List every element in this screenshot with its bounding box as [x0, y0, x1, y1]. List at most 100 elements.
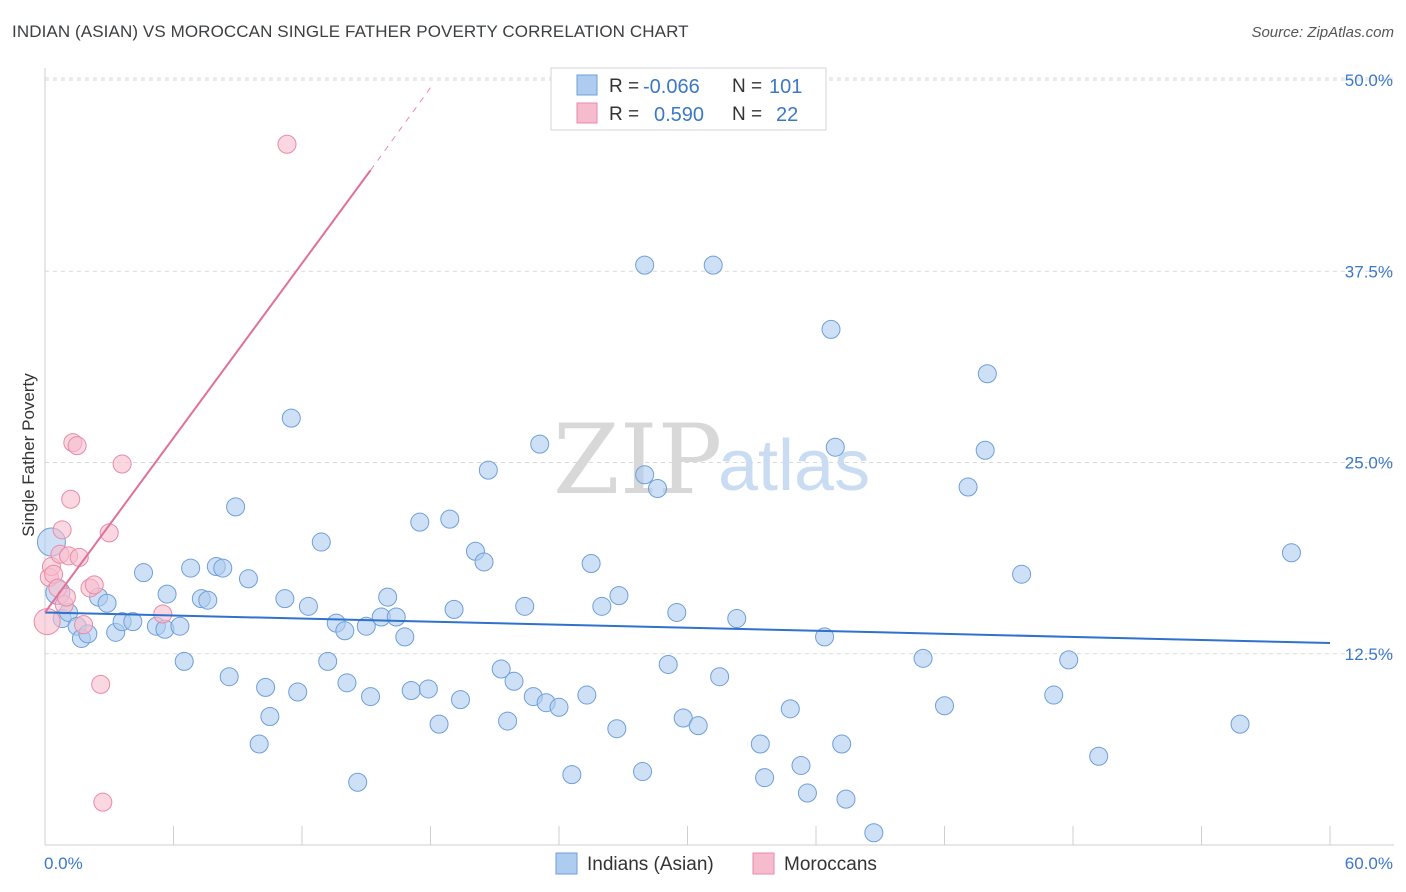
legend-swatch-moroccans — [576, 102, 598, 124]
legend-n-value-1: 101 — [769, 76, 802, 98]
indians-point — [633, 762, 653, 782]
indians-point — [577, 685, 597, 705]
indians-point — [864, 823, 884, 843]
indians-trend-line — [44, 611, 1331, 645]
chart-title: INDIAN (ASIAN) VS MOROCCAN SINGLE FATHER… — [12, 22, 689, 41]
indians-point — [249, 734, 269, 754]
legend-n-label-2: N = — [732, 104, 762, 125]
indians-point — [256, 677, 276, 697]
moroccans-trend-line — [44, 169, 372, 614]
x-tick-label: 0.0% — [44, 854, 83, 873]
indians-point — [318, 651, 338, 671]
indians-point — [450, 690, 470, 710]
indians-point — [174, 651, 194, 671]
moroccans-point — [52, 520, 72, 540]
watermark: ZIP atlas — [553, 404, 870, 516]
indians-point — [832, 734, 852, 754]
indians-point — [1044, 685, 1064, 705]
legend: R = -0.066 N = 101 R = 0.590 N = 22 — [550, 67, 827, 131]
indians-point — [703, 255, 723, 275]
indians-point — [1281, 543, 1301, 563]
indians-point — [791, 755, 811, 775]
indians-point — [478, 460, 498, 480]
y-tick-label: 12.5% — [1345, 645, 1393, 664]
indians-point — [238, 569, 258, 589]
legend-swatch-indians — [576, 74, 598, 96]
indians-point — [288, 682, 308, 702]
bottom-legend-swatch-indians — [555, 852, 578, 875]
indians-point — [780, 699, 800, 719]
moroccans-point — [67, 436, 87, 456]
indians-point — [298, 596, 318, 616]
indians-point — [755, 768, 775, 788]
indians-point — [260, 706, 280, 726]
moroccans-point — [277, 134, 297, 154]
bottom-legend-label-moroccans: Moroccans — [784, 854, 877, 875]
indians-point — [401, 680, 421, 700]
moroccans-point — [74, 615, 94, 635]
indians-point — [444, 599, 464, 619]
indians-point — [281, 408, 301, 428]
x-tick-label: 60.0% — [1345, 854, 1393, 873]
source-label: Source: ZipAtlas.com — [1251, 24, 1394, 41]
indians-point — [429, 714, 449, 734]
indians-point — [815, 627, 835, 647]
points-layer — [33, 134, 1301, 843]
legend-r-label-2: R = — [609, 104, 639, 125]
indians-point — [530, 434, 550, 454]
moroccans-trend-extension — [370, 87, 431, 171]
indians-point — [213, 558, 233, 578]
indians-point — [821, 319, 841, 339]
indians-point — [1089, 746, 1109, 766]
indians-point — [667, 602, 687, 622]
moroccans-point — [84, 575, 104, 595]
legend-r-value-2: 0.590 — [654, 104, 704, 126]
indians-point — [658, 654, 678, 674]
legend-r-label-1: R = — [609, 76, 639, 97]
indians-point — [170, 616, 190, 636]
indians-point — [727, 609, 747, 629]
indians-point — [356, 616, 376, 636]
indians-point — [688, 716, 708, 736]
y-axis-label: Single Father Poverty — [19, 373, 38, 537]
moroccans-point — [153, 604, 173, 624]
indians-point — [635, 255, 655, 275]
indians-point — [958, 477, 978, 497]
indians-point — [935, 696, 954, 716]
indians-point — [361, 687, 381, 707]
indians-point — [504, 671, 524, 691]
indians-point — [491, 659, 511, 679]
indians-point — [219, 667, 239, 687]
indians-point — [592, 596, 612, 616]
indians-point — [648, 479, 668, 499]
y-tick-label: 37.5% — [1345, 262, 1393, 281]
bottom-legend-swatch-moroccans — [752, 852, 775, 875]
indians-point — [977, 364, 997, 384]
indians-point — [337, 673, 357, 693]
indians-point — [549, 697, 569, 717]
indians-point — [395, 627, 415, 647]
indians-point — [181, 558, 201, 578]
indians-point — [797, 783, 817, 803]
legend-n-label-1: N = — [732, 76, 762, 97]
indians-point — [410, 512, 430, 532]
indians-point — [609, 586, 629, 606]
indians-point — [386, 607, 406, 627]
indians-point — [1059, 650, 1079, 670]
indians-point — [913, 648, 933, 668]
indians-point — [134, 563, 154, 583]
watermark-zip: ZIP — [553, 404, 722, 516]
indians-point — [474, 552, 494, 572]
y-tick-label: 50.0% — [1345, 71, 1393, 90]
indians-point — [226, 497, 246, 517]
indians-point — [275, 589, 295, 609]
indians-point — [673, 708, 693, 728]
axis-layer: 12.5% 25.0% 37.5% 50.0% 0.0% 60.0% — [44, 68, 1394, 873]
legend-r-value-1: -0.066 — [643, 76, 700, 98]
indians-point — [498, 711, 518, 731]
indians-point — [97, 593, 117, 613]
indians-point — [581, 553, 601, 573]
indians-point — [825, 437, 845, 457]
legend-n-value-2: 22 — [776, 104, 798, 126]
